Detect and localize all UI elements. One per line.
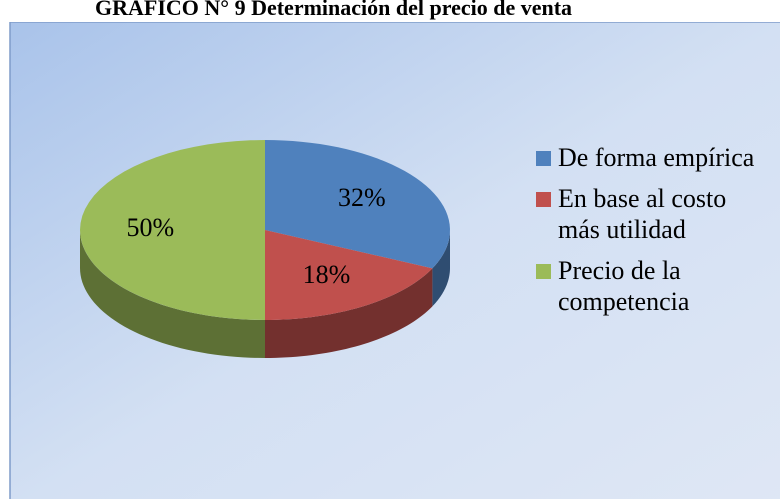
legend-label: Precio de la competencia	[558, 256, 690, 316]
legend-label: De forma empírica	[558, 143, 755, 172]
legend: De forma empírica En base al costo más ut…	[532, 142, 772, 327]
slice-side	[265, 268, 433, 358]
legend-swatch	[536, 264, 551, 279]
legend-item: En base al costo más utilidad	[532, 183, 772, 245]
legend-item: De forma empírica	[532, 142, 772, 173]
slice-side	[432, 230, 450, 307]
data-label: 18%	[303, 260, 351, 289]
data-label: 50%	[126, 213, 174, 242]
legend-item: Precio de la competencia	[532, 255, 772, 317]
slice	[265, 230, 433, 320]
legend-swatch	[536, 192, 551, 207]
slice	[80, 140, 265, 320]
legend-swatch	[536, 151, 551, 166]
chart-title: GRÁFICO N° 9 Determinación del precio de…	[95, 0, 572, 20]
slice-side	[80, 230, 265, 358]
slice	[265, 140, 450, 269]
legend-label: En base al costo más utilidad	[558, 184, 727, 244]
pie: 32% 18% 50%	[80, 140, 450, 358]
data-label: 32%	[338, 183, 386, 212]
title-band	[0, 0, 780, 22]
